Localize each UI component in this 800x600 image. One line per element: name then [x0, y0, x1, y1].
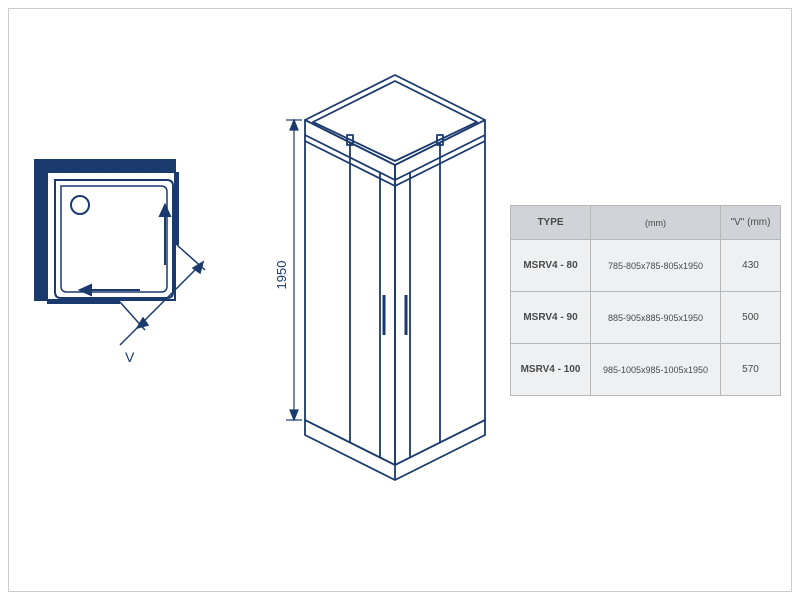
table-row: MSRV4 - 100 985-1005x985-1005x1950 570	[511, 344, 781, 396]
top-view-diagram: V	[25, 150, 225, 380]
header-type: TYPE	[511, 206, 591, 240]
spec-table-panel: TYPE (mm) "V" (mm) MSRV4 - 80 785-805x78…	[510, 205, 781, 396]
isometric-diagram: 1950	[250, 65, 510, 505]
isometric-svg: 1950	[250, 65, 510, 505]
cell-mm: 985-1005x985-1005x1950	[591, 344, 721, 396]
header-mm: (mm)	[591, 206, 721, 240]
table-row: MSRV4 - 80 785-805x785-805x1950 430	[511, 240, 781, 292]
cell-type: MSRV4 - 80	[511, 240, 591, 292]
top-view-svg: V	[25, 150, 225, 380]
cell-type: MSRV4 - 100	[511, 344, 591, 396]
table-row: MSRV4 - 90 885-905x885-905x1950 500	[511, 292, 781, 344]
spec-table: TYPE (mm) "V" (mm) MSRV4 - 80 785-805x78…	[510, 205, 781, 396]
v-dimension-label: V	[125, 349, 135, 365]
height-dimension-label: 1950	[274, 261, 289, 290]
cell-mm: 885-905x885-905x1950	[591, 292, 721, 344]
cell-type: MSRV4 - 90	[511, 292, 591, 344]
header-v: "V" (mm)	[721, 206, 781, 240]
cell-v: 570	[721, 344, 781, 396]
cell-mm: 785-805x785-805x1950	[591, 240, 721, 292]
table-header-row: TYPE (mm) "V" (mm)	[511, 206, 781, 240]
cell-v: 500	[721, 292, 781, 344]
cell-v: 430	[721, 240, 781, 292]
